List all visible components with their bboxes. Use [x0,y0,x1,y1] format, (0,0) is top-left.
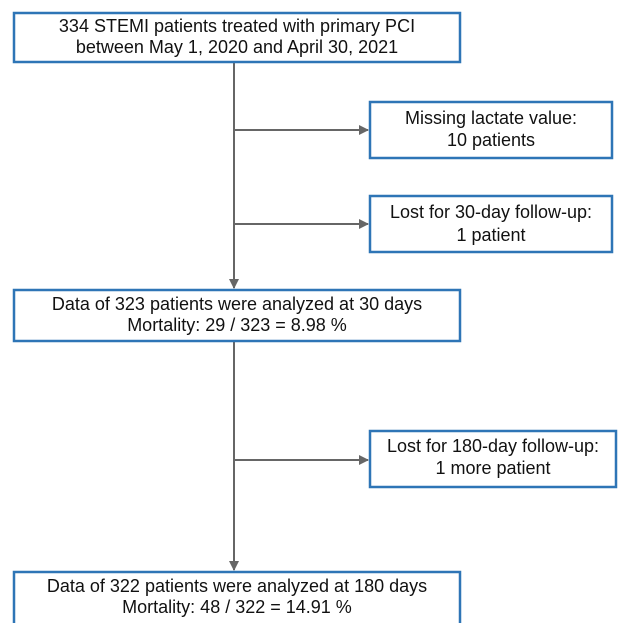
box [368,100,614,160]
box [368,429,618,489]
box [12,11,462,64]
node-text: Missing lactate value: [405,108,577,128]
node-text: Data of 322 patients were analyzed at 18… [47,576,427,596]
node-text: Data of 323 patients were analyzed at 30… [52,294,422,314]
node-text: Mortality: 48 / 322 = 14.91 % [122,597,352,617]
box [12,288,462,343]
box [368,194,614,254]
node-text: 334 STEMI patients treated with primary … [59,16,415,36]
node-text: Lost for 30-day follow-up: [390,202,592,222]
node-text: Mortality: 29 / 323 = 8.98 % [127,315,347,335]
node-text: Lost for 180-day follow-up: [387,436,599,456]
node-text: 1 more patient [435,458,550,478]
node-text: 1 patient [456,225,525,245]
node-text: 10 patients [447,130,535,150]
node-text: between May 1, 2020 and April 30, 2021 [76,37,398,57]
box [12,570,462,623]
